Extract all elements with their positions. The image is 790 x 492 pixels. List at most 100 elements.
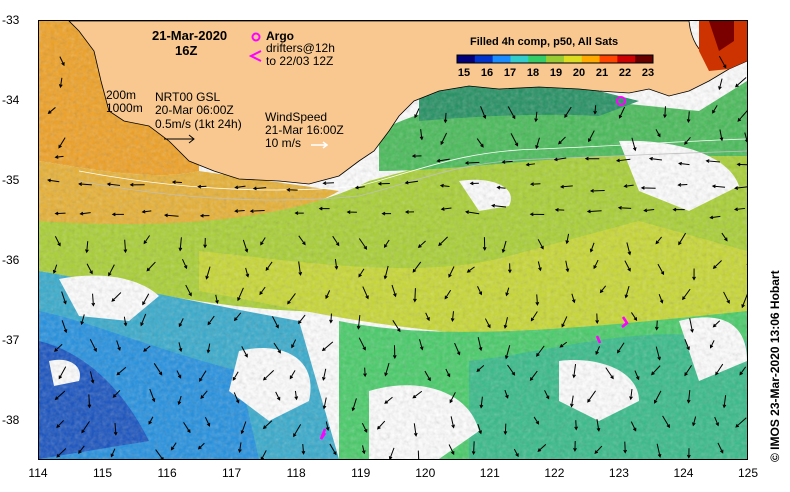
current-arrow <box>291 339 297 349</box>
current-arrow <box>501 240 507 254</box>
current-arrow <box>318 206 330 211</box>
current-arrow <box>289 370 296 380</box>
currents-date: 20-Mar 06:00Z <box>155 103 234 117</box>
current-arrow <box>275 391 281 401</box>
current-arrow <box>286 187 298 192</box>
current-arrow <box>47 178 60 183</box>
current-arrow <box>297 314 306 325</box>
colorbar-swatch <box>510 55 529 63</box>
current-arrow <box>245 267 250 278</box>
current-arrow <box>537 239 544 250</box>
current-arrow <box>262 420 273 430</box>
current-arrow <box>237 287 244 302</box>
current-arrow <box>643 208 655 213</box>
current-arrow <box>530 311 538 322</box>
current-arrow <box>677 183 688 187</box>
current-arrow <box>648 156 663 161</box>
current-arrow <box>155 449 164 459</box>
current-arrow <box>298 235 306 246</box>
current-arrow <box>203 237 207 249</box>
current-arrow <box>123 239 128 254</box>
current-arrow <box>689 318 694 333</box>
current-arrow <box>624 286 630 299</box>
current-arrow <box>383 265 389 280</box>
current-arrow <box>624 260 631 272</box>
x-tick-label: 123 <box>608 466 629 480</box>
current-arrow <box>61 320 68 334</box>
x-tick-label: 116 <box>157 466 177 480</box>
current-arrow <box>686 111 691 124</box>
current-arrow <box>143 235 150 245</box>
current-arrow <box>744 132 747 143</box>
current-arrow <box>589 189 605 193</box>
y-tick-label: -37 <box>2 333 20 347</box>
current-arrow <box>413 423 418 437</box>
current-arrow <box>419 339 424 351</box>
current-arrow <box>205 266 211 280</box>
current-arrow <box>301 444 306 455</box>
current-arrow <box>573 441 577 452</box>
current-arrow <box>351 398 357 412</box>
current-arrow <box>692 268 696 281</box>
current-arrow <box>183 422 191 434</box>
currents-title: NRT00 GSL <box>155 90 221 104</box>
current-arrow <box>272 316 279 329</box>
current-arrow <box>476 138 484 148</box>
current-arrow <box>298 261 303 276</box>
current-arrow <box>293 424 302 438</box>
current-arrow <box>445 368 451 378</box>
current-arrow <box>465 210 480 215</box>
current-arrow <box>116 366 127 376</box>
current-arrow <box>113 422 118 436</box>
current-arrow <box>705 159 721 163</box>
current-arrow <box>564 106 572 118</box>
current-arrow <box>181 258 188 270</box>
colorbar-swatch <box>617 55 636 63</box>
current-arrow <box>655 129 661 138</box>
current-arrow <box>560 184 573 189</box>
colorbar-swatch <box>457 55 476 63</box>
current-arrow <box>718 78 723 91</box>
current-arrow <box>143 345 151 352</box>
colorbar-title: Filled 4h comp, p50, All Sats <box>470 36 619 48</box>
current-arrow <box>593 259 599 270</box>
current-arrow <box>322 368 327 381</box>
wind-date: 21-Mar 16:00Z <box>265 123 344 137</box>
current-arrow <box>376 420 386 430</box>
current-arrow <box>207 315 215 326</box>
current-arrow <box>444 289 452 300</box>
current-arrow <box>537 261 542 272</box>
current-arrow <box>686 389 691 404</box>
current-arrow <box>81 421 90 434</box>
current-arrow <box>572 363 577 379</box>
y-tick-label: -36 <box>2 253 20 267</box>
current-arrow <box>322 181 334 186</box>
current-arrow <box>466 266 475 273</box>
current-arrow <box>510 133 519 147</box>
current-arrow <box>535 294 540 306</box>
current-arrow <box>325 421 330 431</box>
current-arrow <box>525 162 535 167</box>
x-tick-label: 114 <box>28 466 48 480</box>
current-arrow <box>443 112 448 124</box>
current-arrow <box>58 77 63 89</box>
current-arrow <box>87 394 92 409</box>
current-arrow <box>586 209 602 214</box>
current-arrow <box>678 232 687 246</box>
current-arrow <box>663 106 667 119</box>
current-arrow <box>112 389 121 398</box>
current-arrow <box>565 260 570 273</box>
argo-label: Argo <box>266 29 294 43</box>
colorbar-swatch <box>581 55 601 63</box>
current-arrow <box>684 339 690 351</box>
current-arrow <box>574 420 578 431</box>
current-arrow <box>722 395 727 409</box>
colorbar-label: 19 <box>549 67 563 79</box>
current-arrow <box>153 363 163 376</box>
current-arrow <box>404 210 415 214</box>
current-arrow <box>654 320 659 331</box>
current-arrow <box>354 185 365 190</box>
drifter-track <box>319 316 629 440</box>
current-arrow <box>684 365 692 377</box>
current-arrow <box>199 370 207 382</box>
